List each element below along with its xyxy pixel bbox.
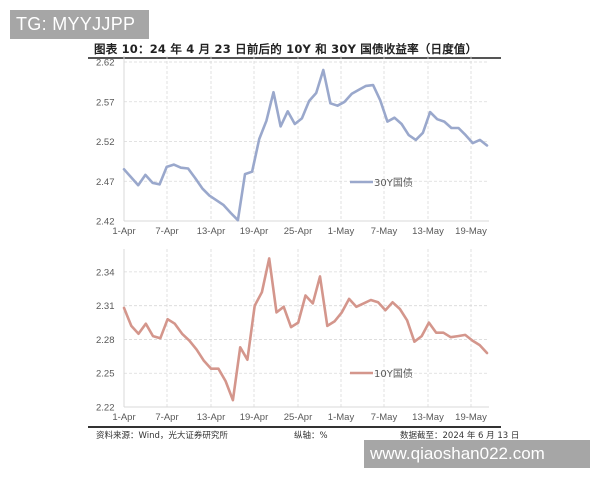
y-tick-label: 2.62 [96, 58, 115, 69]
x-tick-label: 7-Apr [155, 226, 178, 237]
y-tick-label: 2.25 [96, 369, 115, 380]
x-tick-label: 19-May [455, 412, 487, 423]
y-tick-label: 2.42 [96, 217, 115, 228]
watermark-top: TG: MYYJJPP [10, 10, 149, 39]
chart-30y: 2.42 2.47 2.52 2.57 2.62 1-Apr 7-Apr 13-Apr 19-A… [96, 56, 489, 237]
series-line [122, 257, 489, 402]
x-tick-label: 1-Apr [112, 412, 135, 423]
x-tick-label: 13-May [412, 226, 444, 237]
x-tick-label: 19-Apr [240, 412, 269, 423]
x-tick-label: 25-Apr [284, 412, 313, 423]
footer-divider [88, 426, 501, 428]
y-tick-label: 2.47 [96, 177, 115, 188]
x-tick-label: 13-May [412, 412, 444, 423]
y-tick-label: 2.31 [96, 301, 115, 312]
data-date-note: 数据截至：2024 年 6 月 13 日 [400, 431, 520, 441]
x-tick-label: 7-Apr [155, 412, 178, 423]
x-tick-label: 19-Apr [240, 226, 269, 237]
x-tick-label: 1-May [328, 226, 355, 237]
x-tick-label: 1-Apr [112, 226, 135, 237]
y-tick-label: 2.57 [96, 97, 115, 108]
legend-label: 10Y国债 [374, 367, 413, 380]
source-note: 资料来源：Wind，光大证券研究所 [96, 431, 228, 441]
x-tick-label: 19-May [455, 226, 487, 237]
x-tick-label: 25-Apr [284, 226, 313, 237]
y-tick-label: 2.28 [96, 335, 115, 346]
chart-10y: 2.22 2.25 2.28 2.31 2.34 1-Apr 7-Apr 13-Apr 19-A… [96, 249, 489, 423]
y-tick-label: 2.52 [96, 137, 115, 148]
axis-unit-note: 纵轴：% [294, 431, 328, 441]
watermark-bottom: www.qiaoshan022.com [364, 440, 590, 468]
y-tick-label: 2.34 [96, 267, 115, 278]
x-tick-label: 7-May [371, 412, 398, 423]
title-divider [88, 57, 501, 59]
y-tick-label: 2.22 [96, 403, 115, 414]
series-line [122, 68, 489, 222]
x-tick-label: 13-Apr [197, 226, 226, 237]
chart-title: 图表 10：24 年 4 月 23 日前后的 10Y 和 30Y 国债收益率（日… [94, 42, 478, 56]
legend-label: 30Y国债 [374, 176, 413, 189]
x-tick-label: 1-May [328, 412, 355, 423]
x-tick-label: 7-May [371, 226, 398, 237]
x-tick-label: 13-Apr [197, 412, 226, 423]
